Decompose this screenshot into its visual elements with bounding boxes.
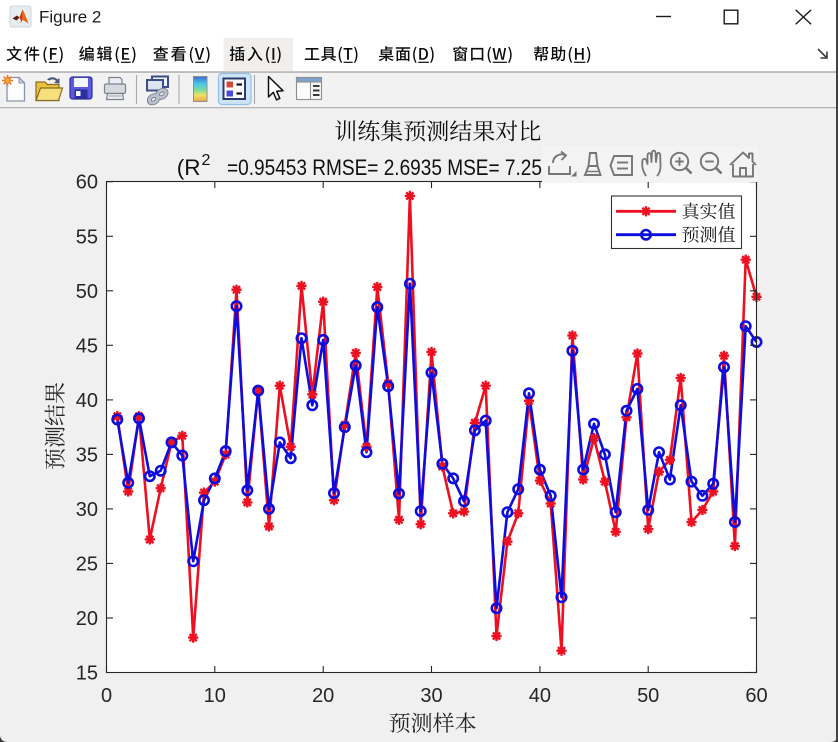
svg-text:2: 2 — [202, 152, 211, 169]
svg-text:Figure 2: Figure 2 — [39, 8, 101, 27]
svg-text:60: 60 — [76, 172, 98, 194]
svg-text:35: 35 — [76, 444, 98, 466]
svg-text:10: 10 — [204, 685, 226, 707]
svg-text:40: 40 — [529, 685, 551, 707]
svg-text:20: 20 — [76, 608, 98, 630]
svg-text:30: 30 — [76, 499, 98, 521]
svg-text:50: 50 — [76, 281, 98, 303]
svg-text:25: 25 — [76, 553, 98, 575]
svg-text:20: 20 — [312, 685, 334, 707]
svg-text:40: 40 — [76, 390, 98, 412]
svg-text:(R: (R — [177, 155, 201, 180]
svg-text:45: 45 — [76, 335, 98, 357]
svg-text:50: 50 — [637, 685, 659, 707]
svg-text:55: 55 — [76, 226, 98, 248]
svg-text:=0.95453 RMSE= 2.6935 MSE= 7.2: =0.95453 RMSE= 2.6935 MSE= 7.25 — [227, 155, 542, 180]
svg-text:0: 0 — [101, 685, 112, 707]
svg-text:60: 60 — [745, 685, 767, 707]
svg-text:30: 30 — [420, 685, 442, 707]
svg-text:15: 15 — [76, 663, 98, 685]
